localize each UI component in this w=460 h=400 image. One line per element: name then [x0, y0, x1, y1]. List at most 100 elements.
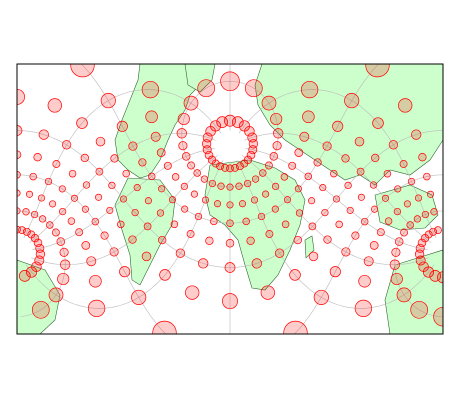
tissot-circle [356, 336, 387, 367]
tissot-circle [82, 181, 91, 189]
tissot-circle [426, 190, 435, 198]
tissot-circle [300, 80, 319, 99]
tissot-circle [110, 154, 119, 163]
tissot-circle [418, 153, 427, 162]
greenland [184, 64, 216, 93]
tissot-circle [226, 183, 234, 191]
tissot-circle [168, 196, 177, 204]
tissot-circle [208, 179, 217, 188]
tissot-circle [295, 209, 304, 217]
tissot-circle [247, 132, 258, 143]
tissot-indicatrices [17, 32, 443, 383]
tissot-circle [321, 208, 329, 217]
tissot-circle [246, 236, 255, 245]
tissot-circle [74, 336, 105, 367]
tissot-circle [332, 195, 341, 203]
tissot-circle [143, 222, 152, 231]
tissot-circle [150, 131, 161, 142]
tissot-circle [131, 289, 147, 305]
tissot-circle [29, 172, 37, 181]
tissot-circle [259, 169, 267, 177]
tissot-circle [280, 173, 289, 181]
tissot-circle [415, 243, 425, 253]
tissot-circle [68, 169, 77, 178]
tissot-circle [429, 227, 438, 236]
tissot-circle [294, 185, 302, 193]
tissot-circle [365, 64, 390, 78]
tissot-circle [231, 116, 244, 128]
tissot-circle [363, 256, 374, 267]
tissot-circle [313, 158, 322, 167]
tissot-circle [76, 117, 88, 129]
tissot-circle [89, 274, 102, 288]
tissot-circle [204, 150, 214, 160]
graticule [17, 64, 443, 334]
tissot-circle [141, 80, 160, 99]
tissot-circle [170, 220, 179, 229]
tissot-circle [418, 261, 429, 272]
tissot-circle [299, 131, 310, 142]
graticule-line [17, 210, 443, 317]
tissot-circle [193, 169, 201, 177]
tissot-circle [46, 221, 54, 229]
tissot-circle [183, 95, 199, 111]
tissot-circle [400, 228, 409, 237]
tissot-circle [212, 346, 249, 383]
tissot-circle [394, 237, 404, 246]
tissot-circle [274, 248, 285, 258]
tissot-circle [283, 196, 292, 204]
tissot-circle [61, 140, 72, 150]
tissot-circle [272, 141, 282, 151]
tissot-circle [390, 272, 403, 286]
tissot-circle [381, 194, 390, 202]
tissot-circle [81, 205, 89, 213]
tissot-circle [143, 32, 174, 63]
tissot-circle [176, 128, 187, 139]
graticule-line [80, 64, 380, 224]
tissot-circle [117, 220, 125, 229]
tissot-circle [178, 141, 188, 151]
tissot-circle [356, 167, 365, 176]
tissot-circle [159, 269, 171, 281]
tissot-circle [319, 184, 327, 192]
tissot-circle [67, 217, 76, 225]
tissot-circle [57, 272, 70, 286]
tissot-circle [86, 256, 97, 267]
tissot-circle [141, 251, 152, 262]
tissot-circle [406, 221, 414, 229]
tissot-circle [17, 88, 25, 105]
tissot-circle [220, 71, 240, 92]
tissot-circle [322, 141, 332, 151]
tissot-circle [273, 128, 284, 139]
tissot-circle [205, 236, 214, 245]
tissot-circle [18, 270, 31, 282]
tissot-circle [372, 117, 384, 129]
tissot-circle [187, 161, 196, 170]
tissot-circle [407, 177, 416, 186]
tissot-circle [145, 110, 158, 124]
tissot-circle [18, 226, 26, 234]
tissot-circle [270, 112, 283, 126]
tissot-circle [433, 306, 443, 327]
tissot-circle [225, 239, 235, 248]
tissot-circle [95, 167, 104, 176]
tissot-circle [95, 136, 106, 147]
tissot-circle [289, 269, 301, 281]
tissot-circle [360, 217, 369, 226]
map-frame [16, 63, 444, 335]
tissot-circle [323, 235, 332, 244]
tissot-circle [60, 259, 71, 270]
tissot-circle [156, 209, 165, 217]
tissot-circle [119, 266, 131, 278]
tissot-circle [417, 238, 427, 248]
tissot-circle [231, 164, 239, 172]
tissot-circle [250, 196, 259, 204]
tissot-circle [396, 287, 412, 303]
tissot-circle [287, 32, 318, 63]
tissot-circle [293, 235, 302, 245]
tissot-circle [354, 299, 373, 318]
tissot-circle [211, 159, 220, 168]
tissot-circle [330, 169, 338, 178]
tissot-circle [264, 161, 273, 170]
tissot-circle [70, 194, 79, 202]
